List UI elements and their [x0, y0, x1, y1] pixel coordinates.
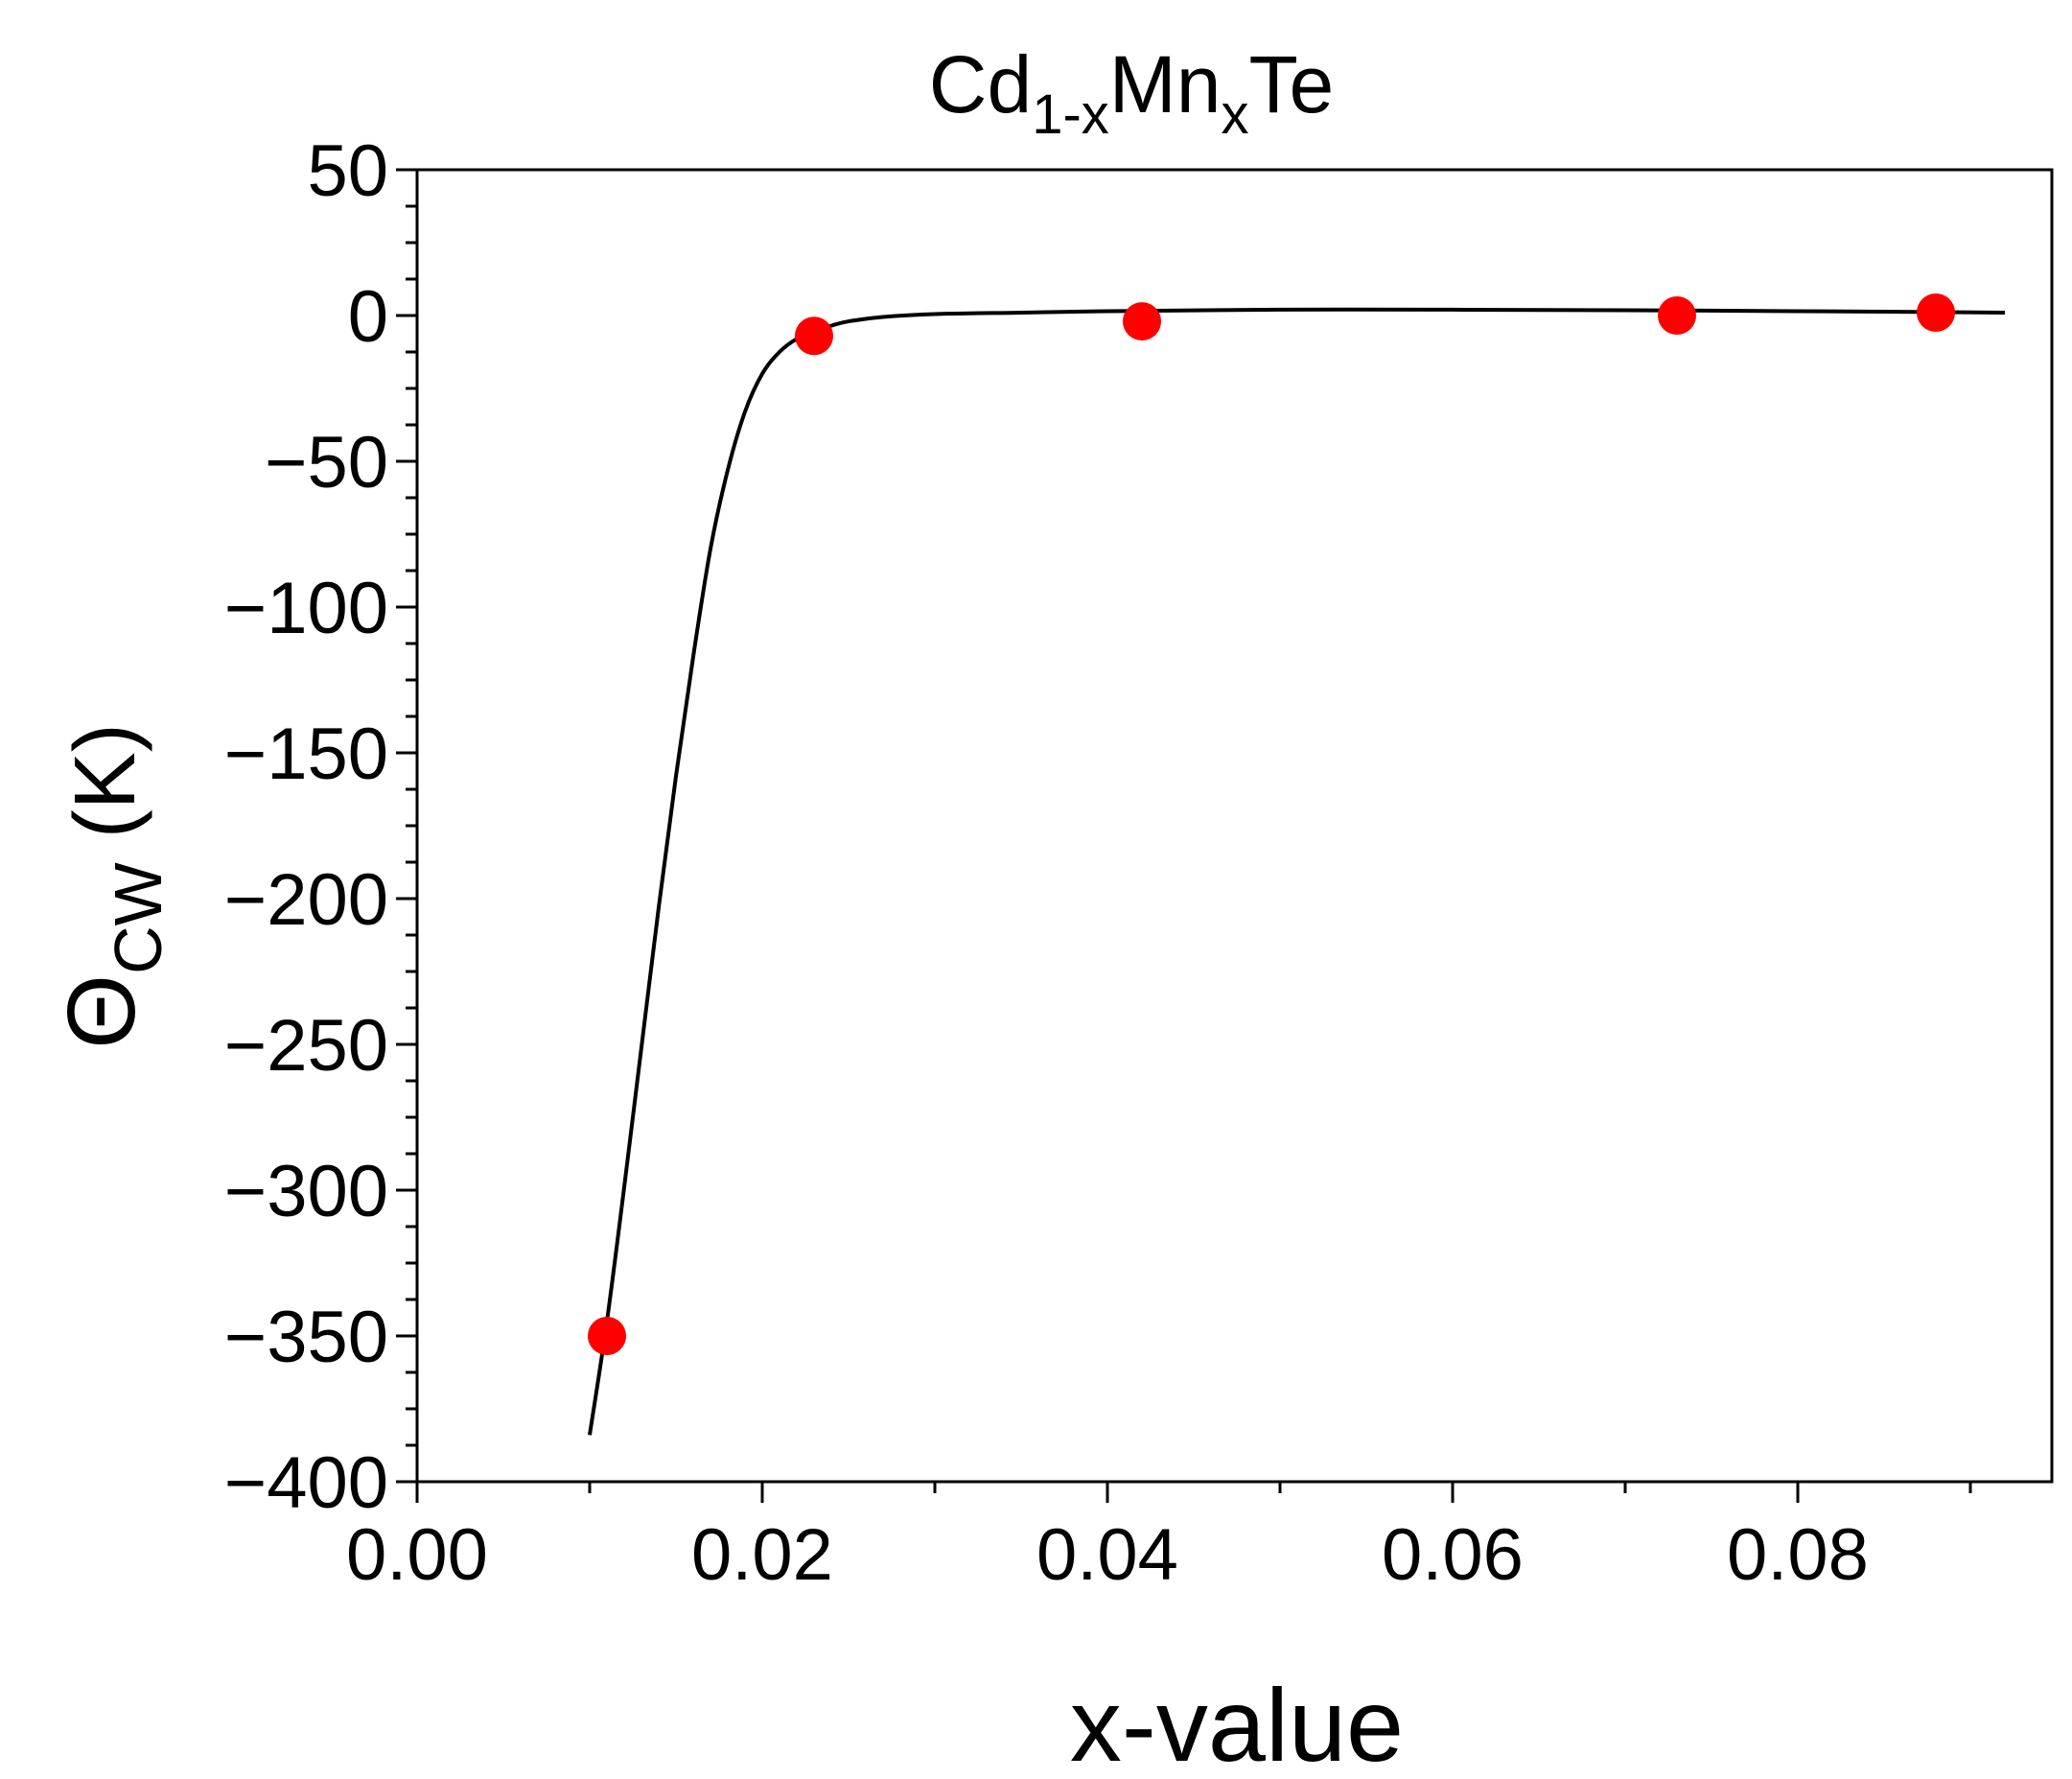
y-tick-label: −300 [224, 1151, 388, 1232]
x-tick-label: 0.02 [691, 1514, 833, 1596]
plot-area: 0.00 0.02 0.04 0.06 0.08 50 0 −50 −100 −150 −200 −2… [224, 130, 2054, 1596]
y-tick-label: −250 [224, 1005, 388, 1087]
y-axis-label: ΘCW (K) [48, 723, 175, 1048]
y-tick-label: −400 [224, 1442, 388, 1524]
x-tick-label: 0.06 [1382, 1514, 1524, 1596]
data-point [795, 316, 833, 356]
plot-frame [415, 168, 2054, 1484]
y-tick-label: 0 [348, 276, 388, 358]
svg-text:ΘCW (K): ΘCW (K) [48, 723, 175, 1048]
data-point [1658, 296, 1696, 335]
x-tick-label: 0.04 [1036, 1514, 1178, 1596]
x-tick-label: 0.00 [346, 1514, 488, 1596]
x-axis-label: x-value [1070, 1667, 1404, 1779]
y-tick-label: 50 [307, 130, 388, 212]
data-point [1917, 293, 1955, 332]
y-tick-label: −50 [265, 422, 388, 503]
y-tick-label: −200 [224, 859, 388, 941]
y-tick-label: −150 [224, 714, 388, 795]
y-tick-label: −350 [224, 1297, 388, 1378]
chart-title: Cd1-xMnxTe [929, 39, 1334, 146]
x-tick-label: 0.08 [1727, 1514, 1869, 1596]
y-tick-label: −100 [224, 568, 388, 649]
data-point [588, 1317, 626, 1355]
fit-line [588, 307, 2006, 1436]
data-point [1123, 302, 1161, 341]
